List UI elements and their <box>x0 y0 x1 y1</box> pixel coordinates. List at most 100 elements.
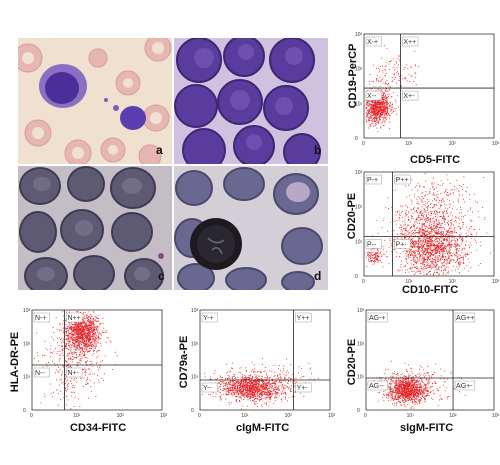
x-axis-label: sIgM-FITC <box>400 422 454 434</box>
x-tick-label: 10² <box>449 141 457 147</box>
panel-letter-a: a <box>156 143 163 157</box>
quadrant-label-upper-right-box <box>295 312 312 323</box>
flow-plot-svg: Y-+ Y++ Y-- Y+- 00 10¹ 10¹ 10² 10² 10³ 10³ <box>191 308 336 419</box>
x-tick-label: 10³ <box>328 413 336 419</box>
quadrant-label-upper-right-box <box>66 312 83 323</box>
x-axis-label: CD5-FITC <box>410 154 461 166</box>
y-tick-label: 10² <box>357 341 365 347</box>
plot-frame <box>31 309 163 411</box>
quadrant-label-upper-right: Y++ <box>297 315 310 322</box>
y-tick-label: 10² <box>355 205 363 211</box>
flow-plot-cd19-cd5: CD19-PerCP X-+ X++ X-- X+- 0 0 10¹ 10¹ 10² 10² 10³… <box>340 30 500 170</box>
micrograph-panel-b: b <box>174 38 328 164</box>
flow-plot-svg: P-+ P++ P-- P+- 00 10¹ 10¹ 10² 10² 10³ 10³ <box>355 170 500 285</box>
micrograph-panel-c: c <box>18 166 172 290</box>
plot-frame <box>363 33 495 139</box>
quadrant-label-lower-right-box <box>66 367 83 378</box>
y-tick-label: 10¹ <box>355 239 363 245</box>
flow-plot-svg: N-+ N++ N-- N+- 00 10¹ 10¹ 10² 10² 10³ 10³ <box>23 308 168 419</box>
x-tick-label: 10² <box>449 413 457 419</box>
y-axis-label: CD20-PE <box>346 192 358 240</box>
y-tick-label: 0 <box>355 274 358 280</box>
y-tick-label: 10³ <box>191 308 199 314</box>
x-tick-label: 0 <box>198 413 201 419</box>
quadrant-label-lower-left-box <box>201 382 218 393</box>
quadrant-label-upper-right: X++ <box>403 39 416 46</box>
plot-frame <box>199 309 331 411</box>
flow-plot-cd20-cd10: CD20-PE P-+ P++ P-- P+- 0 0 10¹ 10¹ 10² 10² 10³ 10³… <box>340 168 500 308</box>
quadrant-label-lower-left-box <box>33 367 50 378</box>
quadrant-label-lower-left: N-- <box>35 370 45 377</box>
y-tick-label: 10¹ <box>191 375 199 381</box>
plot-frame <box>365 309 495 411</box>
y-tick-label: 10³ <box>357 308 365 314</box>
quadrant-label-upper-right: AG++ <box>456 315 474 322</box>
flow-plot-hla-cd34: HLA-DR-PE N-+ N++ N-- N+- 0 0 10¹ 10¹ 10² 10² 10³ 1… <box>2 306 168 446</box>
quadrant-label-upper-left: X-+ <box>367 39 378 46</box>
x-tick-label: 10¹ <box>73 413 81 419</box>
x-tick-label: 10³ <box>492 279 500 285</box>
x-tick-label: 10² <box>285 413 293 419</box>
quadrant-label-upper-left-box <box>367 312 388 323</box>
y-tick-label: 10³ <box>355 32 363 38</box>
quadrant-label-upper-left-box <box>33 312 50 323</box>
quadrant-label-lower-right-box <box>295 382 312 393</box>
flow-plot-svg: X-+ X++ X-- X+- 00 10¹ 10¹ 10² 10² 10³ 10³ <box>355 32 500 147</box>
panel-letter-b: b <box>314 143 322 157</box>
flow-plot-svg: AG-+ AG++ AG-- AG+- 00 10¹ 10¹ 10² 10² 10³ 10³ <box>357 308 500 419</box>
y-tick-label: 10¹ <box>357 375 365 381</box>
event-dots <box>366 173 492 276</box>
x-tick-label: 10³ <box>492 141 500 147</box>
y-tick-label: 0 <box>357 408 360 414</box>
quadrant-label-lower-left: AG-- <box>369 383 384 390</box>
x-axis-label: cIgM-FITC <box>236 422 290 434</box>
x-tick-label: 10² <box>449 279 457 285</box>
y-tick-label: 10¹ <box>355 101 363 107</box>
x-tick-label: 10³ <box>160 413 168 419</box>
quadrant-label-upper-left-box <box>201 312 218 323</box>
panel-letter-c: c <box>158 269 165 283</box>
quadrant-label-lower-left: X-- <box>367 93 377 100</box>
quadrant-label-upper-left: N-+ <box>35 315 46 322</box>
quadrant-label-lower-right-box <box>454 380 476 391</box>
quadrant-label-lower-right: AG+- <box>456 383 473 390</box>
y-axis-label: CD20-PE <box>346 338 358 386</box>
quadrant-label-upper-right: N++ <box>68 315 81 322</box>
quadrant-label-upper-left: AG-+ <box>369 315 386 322</box>
x-tick-label: 0 <box>30 413 33 419</box>
quadrant-label-lower-right-box <box>402 90 419 101</box>
quadrant-label-lower-right-box <box>394 239 411 249</box>
x-axis-label: CD34-FITC <box>70 422 127 434</box>
x-tick-label: 10² <box>117 413 125 419</box>
quadrant-label-upper-left: Y-+ <box>203 315 213 322</box>
y-tick-label: 10¹ <box>23 375 31 381</box>
quadrant-label-upper-right-box <box>454 312 476 323</box>
quadrant-label-upper-left-box <box>365 174 382 185</box>
x-tick-label: 10¹ <box>405 141 413 147</box>
y-tick-label: 10³ <box>355 170 363 176</box>
micrograph-panel-d: d <box>174 166 328 290</box>
quadrant-label-upper-right-box <box>394 174 411 185</box>
quadrant-label-lower-left-box <box>365 239 382 249</box>
quadrant-label-upper-right-box <box>402 36 419 47</box>
y-tick-label: 0 <box>355 136 358 142</box>
x-tick-label: 0 <box>362 141 365 147</box>
plot-frame <box>363 171 495 277</box>
y-tick-label: 10² <box>23 341 31 347</box>
quadrant-label-lower-left-box <box>367 380 388 391</box>
event-dots <box>33 311 118 410</box>
y-tick-label: 0 <box>191 408 194 414</box>
y-tick-label: 0 <box>23 408 26 414</box>
y-tick-label: 10³ <box>23 308 31 314</box>
x-tick-label: 10¹ <box>405 279 413 285</box>
quadrant-label-upper-left-box <box>365 36 382 47</box>
x-axis-label: CD10-FITC <box>402 284 459 296</box>
y-axis-label: CD19-PerCP <box>347 43 359 109</box>
flow-plot-cd20-sigm: CD20-PE AG-+ AG++ AG-- AG+- 0 0 10¹ 10¹ 10² 10² 10… <box>338 306 500 446</box>
x-tick-label: 10³ <box>492 413 500 419</box>
y-axis-label: CD79a-PE <box>178 335 190 389</box>
y-tick-label: 10² <box>191 341 199 347</box>
quadrant-label-lower-left-box <box>365 90 382 101</box>
quadrant-label-lower-left: Y-- <box>203 385 212 392</box>
quadrant-label-lower-right: N+- <box>68 370 80 377</box>
